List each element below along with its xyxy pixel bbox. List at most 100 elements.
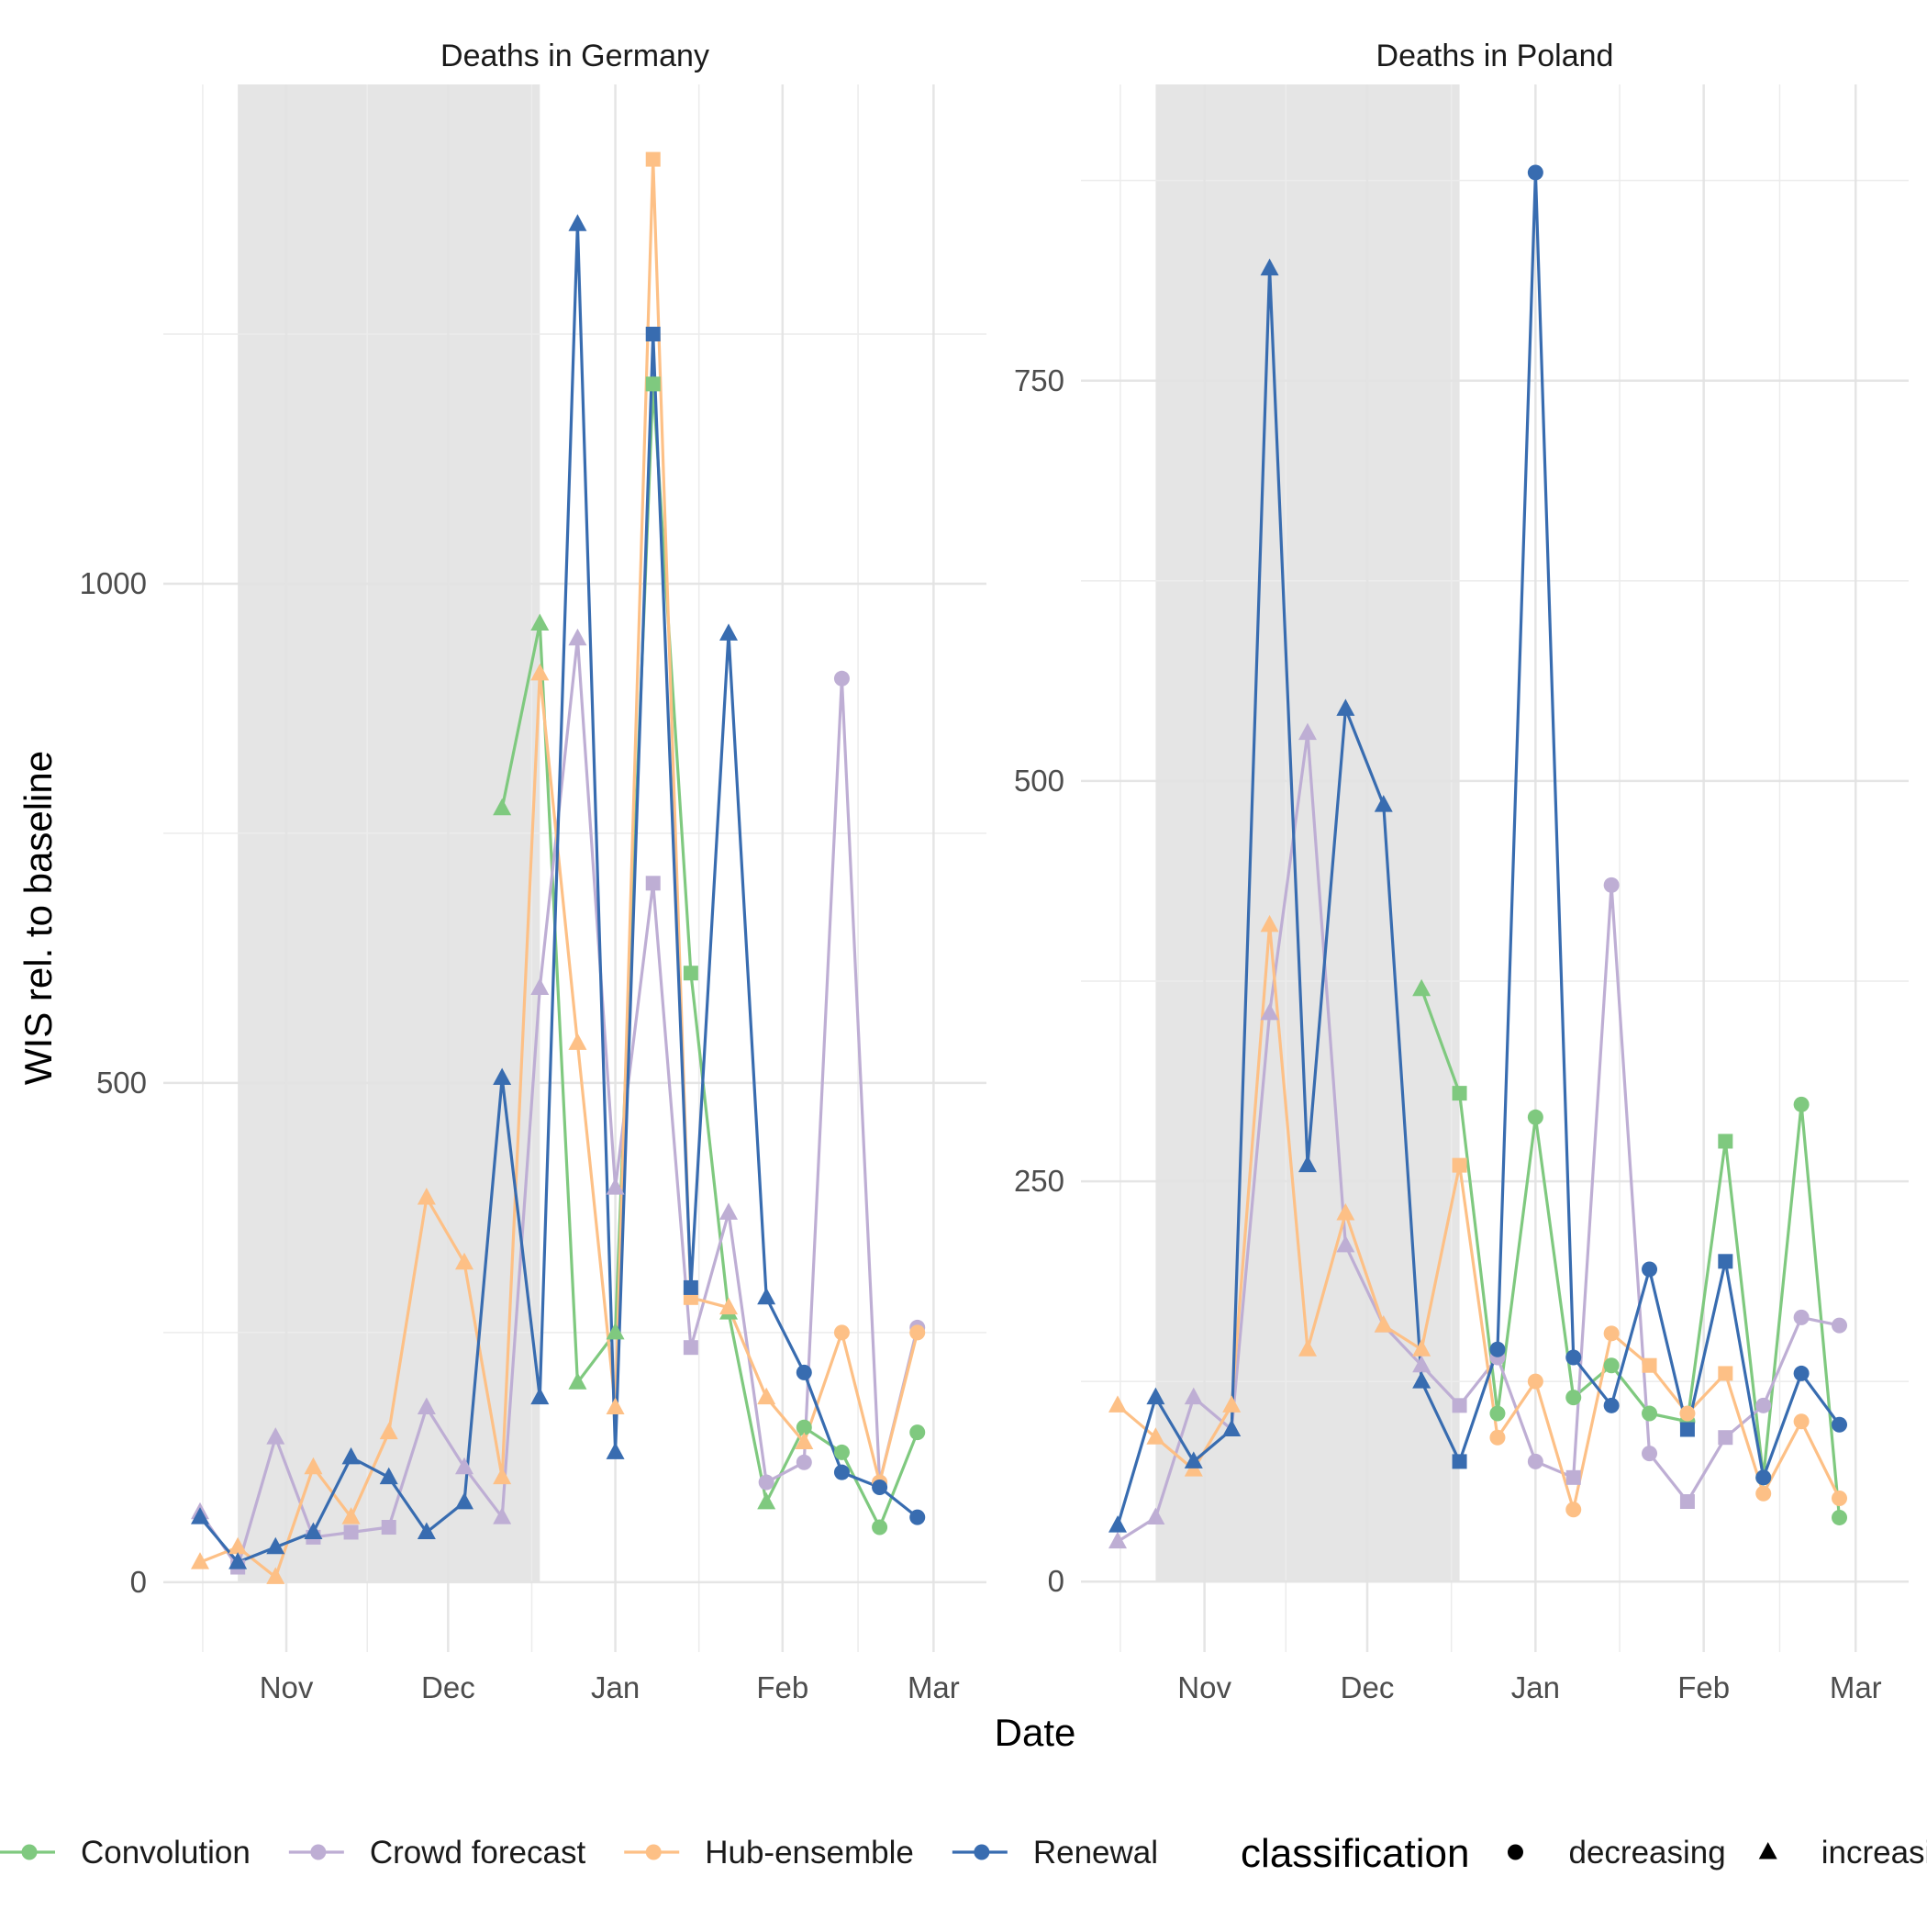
- data-point: [757, 1387, 776, 1405]
- panel-title: Deaths in Poland: [1376, 39, 1614, 73]
- data-point: [1679, 1494, 1695, 1510]
- shaded-period: [1155, 84, 1460, 1582]
- data-point: [1336, 1234, 1355, 1253]
- data-point: [455, 1491, 474, 1510]
- data-point: [341, 1507, 361, 1524]
- data-point: [1793, 1413, 1810, 1430]
- legend-label: Crowd forecast: [370, 1835, 586, 1871]
- data-point: [645, 326, 661, 341]
- data-point: [417, 1397, 436, 1414]
- data-point: [1108, 1531, 1127, 1549]
- data-point: [1336, 698, 1355, 716]
- data-point: [228, 1552, 248, 1569]
- data-point: [606, 1178, 625, 1195]
- data-point: [530, 1387, 550, 1405]
- data-point: [1146, 1507, 1165, 1524]
- data-point: [1412, 978, 1431, 997]
- data-point: [1452, 1454, 1467, 1469]
- data-point: [606, 1442, 625, 1459]
- data-point: [1603, 1357, 1620, 1374]
- data-point: [228, 1536, 248, 1555]
- legend-label: Hub-ensemble: [705, 1835, 914, 1871]
- data-point: [1832, 1317, 1848, 1334]
- data-point: [1793, 1365, 1810, 1381]
- data-point: [1336, 1202, 1355, 1221]
- y-tick-label: 500: [96, 1066, 147, 1100]
- data-point: [683, 1340, 698, 1356]
- data-point: [1222, 1419, 1242, 1436]
- data-point: [1108, 1395, 1127, 1413]
- data-point: [417, 1188, 436, 1205]
- data-point: [1489, 1341, 1506, 1357]
- data-point: [872, 1479, 888, 1495]
- data-point: [1642, 1261, 1658, 1278]
- data-point: [1374, 1315, 1393, 1333]
- data-point: [909, 1424, 926, 1441]
- data-point: [1718, 1430, 1733, 1446]
- data-point: [493, 798, 512, 816]
- y-tick-label: 250: [1014, 1164, 1064, 1198]
- x-tick-label: Jan: [591, 1670, 640, 1704]
- data-point: [1832, 1509, 1848, 1525]
- data-point: [1565, 1349, 1582, 1366]
- data-point: [1793, 1096, 1810, 1112]
- data-point: [530, 977, 550, 996]
- data-point: [1565, 1469, 1581, 1485]
- y-tick-label: 750: [1014, 363, 1064, 397]
- data-point: [1755, 1485, 1772, 1502]
- data-point: [1374, 795, 1393, 812]
- data-point: [833, 1444, 850, 1460]
- x-tick-label: Dec: [421, 1670, 475, 1704]
- data-point: [606, 1397, 625, 1414]
- x-axis-title: Date: [995, 1711, 1076, 1754]
- data-point: [1452, 1086, 1467, 1101]
- data-point: [1832, 1416, 1848, 1433]
- data-point: [757, 1491, 776, 1510]
- series-line-crowd-forecast: [1117, 731, 1840, 1543]
- legend-title: classification: [1241, 1831, 1469, 1876]
- data-point: [1452, 1157, 1467, 1173]
- series-line-renewal: [1116, 171, 1841, 1526]
- data-point: [1184, 1451, 1203, 1469]
- data-point: [381, 1520, 396, 1536]
- legend-label: Renewal: [1033, 1835, 1158, 1871]
- data-point: [304, 1457, 323, 1475]
- data-point: [719, 1202, 739, 1220]
- data-point: [1642, 1405, 1658, 1422]
- data-point: [606, 1322, 625, 1340]
- data-point: [1527, 1453, 1543, 1469]
- data-point: [1679, 1422, 1695, 1437]
- data-point: [1146, 1427, 1165, 1445]
- data-point: [833, 1324, 850, 1341]
- data-point: [1679, 1405, 1696, 1422]
- data-point: [719, 1297, 739, 1315]
- data-point: [1108, 1515, 1127, 1533]
- data-point: [1298, 722, 1317, 741]
- axis-titles: Date WIS rel. to baseline: [17, 751, 1075, 1754]
- data-point: [343, 1524, 359, 1540]
- panel-title: Deaths in Germany: [440, 39, 709, 73]
- data-point: [1184, 1387, 1203, 1405]
- x-tick-label: Feb: [756, 1670, 808, 1704]
- legend-label: Convolution: [81, 1835, 251, 1871]
- data-point: [1718, 1366, 1733, 1381]
- series-line-hub-ensemble: [199, 158, 919, 1580]
- data-point: [1412, 1355, 1431, 1373]
- data-point: [757, 1287, 776, 1305]
- x-tick-label: Jan: [1511, 1670, 1560, 1704]
- y-tick-label: 500: [1014, 764, 1064, 798]
- x-tick-label: Mar: [908, 1670, 960, 1704]
- data-point: [1603, 1397, 1620, 1413]
- data-point: [1260, 914, 1279, 932]
- data-point: [833, 1464, 850, 1480]
- data-point: [1298, 1155, 1317, 1173]
- data-point: [493, 1507, 512, 1524]
- data-point: [1793, 1309, 1810, 1325]
- legend-shape-triangle: [1758, 1842, 1777, 1859]
- legend-shape-circle: [1507, 1844, 1523, 1860]
- data-point: [872, 1519, 888, 1536]
- data-point: [796, 1454, 812, 1470]
- data-point: [191, 1507, 209, 1524]
- data-point: [1527, 1109, 1543, 1125]
- data-point: [909, 1324, 926, 1341]
